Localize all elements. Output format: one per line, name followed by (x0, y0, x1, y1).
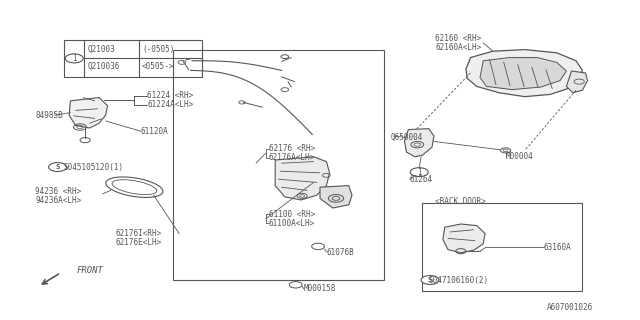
Text: 62176A<LH>: 62176A<LH> (269, 153, 315, 162)
Text: 63160A: 63160A (544, 243, 572, 252)
Text: 61076B: 61076B (326, 248, 354, 257)
Polygon shape (320, 186, 352, 208)
Text: S: S (56, 164, 60, 170)
Text: S047106160(2): S047106160(2) (429, 276, 489, 284)
Text: 62160A<LH>: 62160A<LH> (435, 43, 481, 52)
Text: M000158: M000158 (304, 284, 337, 293)
Text: Q210036: Q210036 (88, 62, 120, 71)
Text: 62176E<LH>: 62176E<LH> (115, 238, 161, 247)
Text: <0505->: <0505-> (142, 62, 175, 71)
Polygon shape (404, 129, 434, 157)
Bar (173, 50, 384, 280)
Polygon shape (566, 71, 588, 93)
Polygon shape (443, 224, 485, 253)
Text: 84985B: 84985B (35, 111, 63, 120)
Text: 61224 <RH>: 61224 <RH> (147, 92, 193, 100)
Circle shape (49, 163, 67, 172)
Text: Q21003: Q21003 (88, 45, 115, 54)
Text: 61120A: 61120A (141, 127, 168, 136)
Text: 62160 <RH>: 62160 <RH> (435, 34, 481, 43)
Polygon shape (275, 157, 330, 200)
Text: <BACK DOOR>: <BACK DOOR> (435, 197, 486, 206)
Bar (422, 203, 582, 291)
Text: 1: 1 (72, 54, 77, 63)
Text: A607001026: A607001026 (547, 303, 593, 312)
Polygon shape (466, 50, 582, 97)
Text: S045105120(1): S045105120(1) (64, 163, 124, 172)
Text: 61224A<LH>: 61224A<LH> (147, 100, 193, 109)
Text: 61100 <RH>: 61100 <RH> (269, 210, 315, 219)
Polygon shape (480, 58, 566, 90)
Text: 61264: 61264 (410, 175, 433, 184)
Circle shape (410, 168, 428, 177)
Text: 94236 <RH>: 94236 <RH> (35, 188, 81, 196)
Text: Q650004: Q650004 (390, 133, 423, 142)
Text: 1: 1 (417, 168, 422, 177)
Text: (-0505): (-0505) (142, 45, 175, 54)
Text: 62176 <RH>: 62176 <RH> (269, 144, 315, 153)
Bar (64, 40, 202, 77)
Text: FRONT: FRONT (77, 266, 104, 275)
Text: M00004: M00004 (506, 152, 533, 161)
Text: 62176I<RH>: 62176I<RH> (115, 229, 161, 238)
Text: 61100A<LH>: 61100A<LH> (269, 219, 315, 228)
Circle shape (421, 276, 439, 284)
Text: S: S (428, 277, 432, 283)
Polygon shape (69, 98, 108, 128)
Text: 94236A<LH>: 94236A<LH> (35, 196, 81, 205)
